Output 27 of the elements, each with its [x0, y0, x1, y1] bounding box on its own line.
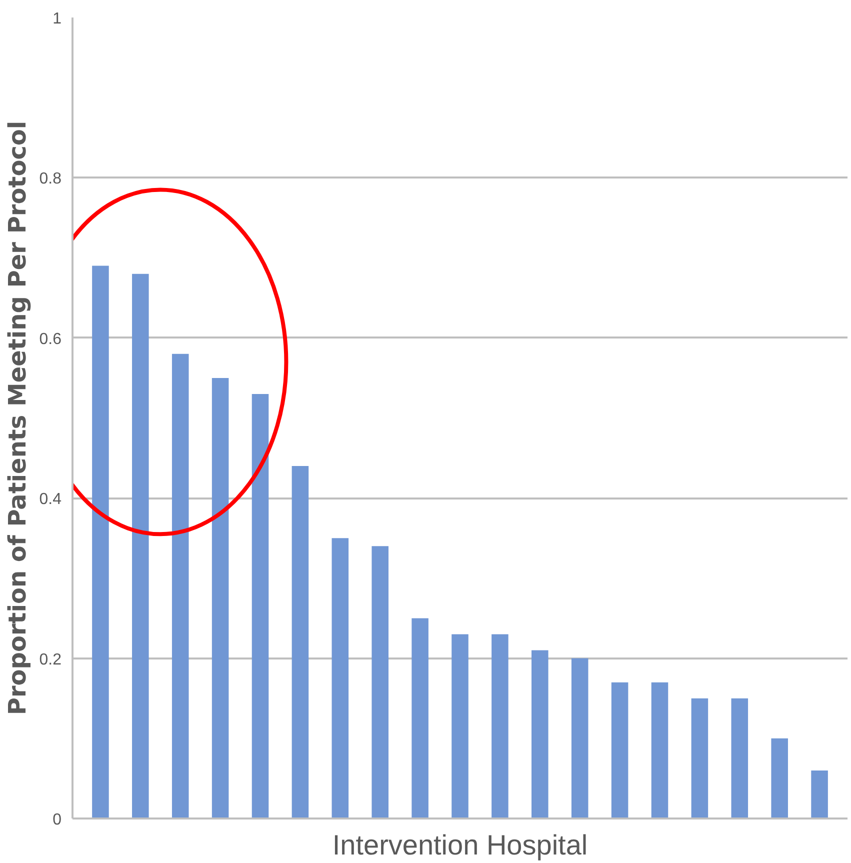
y-tick-label: 0.4 — [39, 491, 62, 508]
y-tick-label: 0.2 — [39, 651, 62, 668]
bar — [611, 682, 628, 818]
y-tick-label: 0.8 — [39, 170, 62, 188]
bar — [132, 274, 149, 818]
bar — [372, 546, 388, 818]
bar — [651, 682, 668, 818]
bar — [492, 634, 508, 818]
bar — [92, 266, 109, 818]
bar — [252, 394, 269, 818]
bar — [172, 354, 189, 818]
y-axis-title: Proportion of Patients Meeting Per Protocol — [3, 120, 32, 716]
y-tick-label: 1 — [52, 10, 62, 28]
bar — [332, 538, 349, 818]
bar — [771, 738, 788, 818]
bar — [292, 466, 309, 818]
bar — [412, 618, 428, 818]
bar — [691, 698, 708, 818]
y-tick-label: 0 — [52, 812, 62, 828]
x-axis-title: Intervention Hospital — [332, 830, 588, 860]
bar — [532, 650, 548, 818]
bar — [212, 378, 229, 818]
bar — [811, 770, 828, 818]
bar — [571, 658, 588, 818]
bar — [452, 634, 468, 818]
bar — [731, 698, 748, 818]
y-tick-label: 0.6 — [39, 330, 62, 348]
